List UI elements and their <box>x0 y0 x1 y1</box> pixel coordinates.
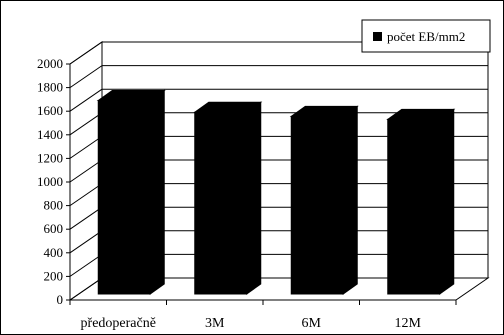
bar-top <box>96 89 166 101</box>
y-tick-label: 1800 <box>37 80 63 95</box>
x-tick-label: 3M <box>205 316 225 331</box>
y-tick-label: 600 <box>44 221 64 236</box>
y-tick-label: 1200 <box>37 150 63 165</box>
bar-front <box>290 115 344 295</box>
y-tick-label: 1400 <box>37 127 63 142</box>
legend-box <box>361 19 491 53</box>
bar <box>289 105 359 295</box>
bars <box>96 89 456 295</box>
gridline-side <box>69 135 103 159</box>
bar-side <box>439 108 455 295</box>
x-tick-label: 6M <box>302 316 322 331</box>
gridline-side <box>69 41 103 65</box>
bar-front <box>194 111 248 295</box>
x-tick-label: 12M <box>395 316 422 331</box>
bar-side <box>246 101 262 295</box>
y-tick-label: 800 <box>44 198 64 213</box>
bar-front <box>97 99 151 295</box>
legend: počet EB/mm2 <box>361 19 491 53</box>
bar-top <box>386 108 456 120</box>
y-tick-label: 200 <box>44 268 64 283</box>
y-tick-label: 1000 <box>37 174 63 189</box>
y-tick-label: 0 <box>57 292 64 307</box>
legend-swatch <box>373 32 382 41</box>
bar-top <box>193 101 263 113</box>
bar <box>96 89 166 295</box>
y-tick-label: 2000 <box>37 56 63 71</box>
gridline-side <box>69 159 103 183</box>
gridline-side <box>69 230 103 254</box>
bar <box>386 108 456 295</box>
gridline-side <box>69 206 103 230</box>
x-tick-label: předoperačně <box>81 316 156 331</box>
gridline-side <box>69 65 103 89</box>
gridline-side <box>69 253 103 277</box>
gridline-side <box>69 277 103 301</box>
bar-side <box>342 105 358 295</box>
x-axis: předoperačně 3M 6M 12M <box>69 299 457 331</box>
bar-side <box>149 89 165 295</box>
gridline-side <box>69 88 103 112</box>
y-tick-label: 1600 <box>37 103 63 118</box>
legend-label: počet EB/mm2 <box>387 29 465 44</box>
y-tick-label: 400 <box>44 245 64 260</box>
bar-front <box>387 118 441 295</box>
bar-top <box>289 105 359 117</box>
bar <box>193 101 263 295</box>
y-axis: 0 200 400 600 800 1000 1200 1400 1600 1800 2000 <box>37 56 71 307</box>
gridline-side <box>69 112 103 136</box>
gridline-side <box>69 183 103 207</box>
